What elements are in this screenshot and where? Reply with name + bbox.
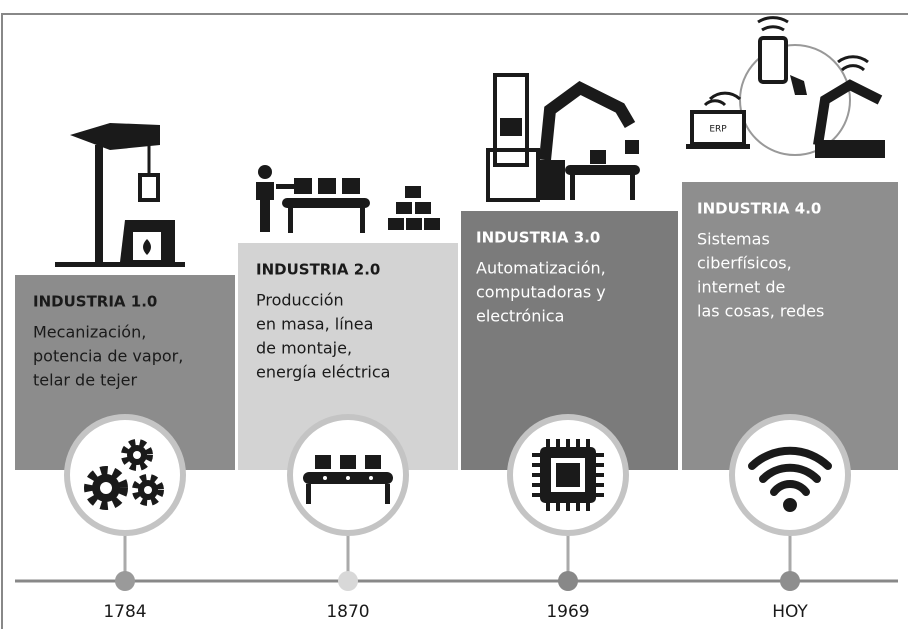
stage-description: de montaje, [256, 339, 352, 358]
stage-description: ciberfísicos, [697, 254, 792, 273]
infographic: ERP INDUSTRIA 1.0 Mecanización, potencia d… [0, 0, 908, 629]
connectors [125, 530, 790, 581]
stage-description: telar de tejer [33, 371, 138, 390]
stage-description: electrónica [476, 307, 564, 326]
stage-description: potencia de vapor, [33, 347, 183, 366]
robot-icon [488, 75, 640, 200]
erp-label: ERP [709, 125, 727, 135]
steam-engine-icon [55, 123, 185, 267]
assembly-icon [256, 165, 440, 233]
stage-description: Automatización, [476, 259, 606, 278]
timeline-dot [780, 571, 800, 591]
stage-description: computadoras y [476, 283, 606, 302]
stage-description: en masa, línea [256, 315, 373, 334]
stage-title: INDUSTRIA 4.0 [697, 200, 821, 218]
stage-description: Mecanización, [33, 323, 146, 342]
stage-title: INDUSTRIA 1.0 [33, 293, 157, 311]
stage-title: INDUSTRIA 3.0 [476, 229, 600, 247]
stage-description: energía eléctrica [256, 363, 390, 382]
year-label: HOY [772, 602, 808, 622]
year-label: 1784 [103, 602, 146, 622]
stage-description: Producción [256, 291, 344, 310]
timeline-dot [115, 571, 135, 591]
iot-icon: ERP [686, 18, 885, 158]
year-label: 1870 [326, 602, 369, 622]
stage-description: internet de [697, 278, 785, 297]
stage-title: INDUSTRIA 2.0 [256, 261, 380, 279]
chip-icon [532, 439, 604, 511]
timeline-dot [338, 571, 358, 591]
stage-description: las cosas, redes [697, 302, 824, 321]
timeline-dot [558, 571, 578, 591]
stage-description: Sistemas [697, 230, 770, 249]
year-label: 1969 [546, 602, 589, 622]
page: ERP INDUSTRIA 1.0 Mecanización, potencia d… [0, 0, 908, 629]
